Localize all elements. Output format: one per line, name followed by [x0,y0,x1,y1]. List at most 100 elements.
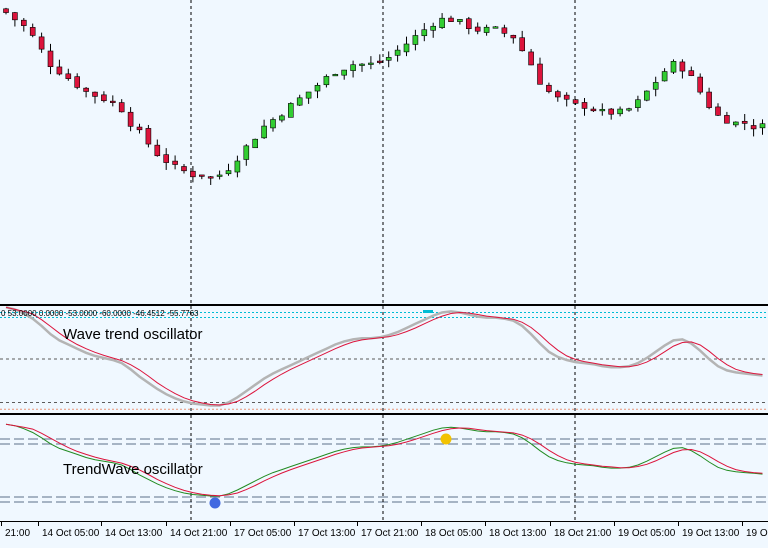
candle-body [234,160,241,173]
candle-body [110,100,116,103]
candle-body [305,91,312,99]
candle-body [661,71,668,82]
candle-body [323,76,330,86]
time-axis-label: 14 Oct 21:00 [170,528,228,539]
sell-signal-dot [440,433,452,445]
candle-body [38,36,45,50]
candle-body [74,76,80,88]
candle-body [465,18,472,29]
candle-body [163,154,169,163]
candle-body [145,128,152,145]
price-pane[interactable] [0,0,768,304]
candle-body [652,82,659,90]
pane-separator [0,521,768,522]
pane-separator[interactable] [0,413,768,415]
time-axis-tick [421,522,422,526]
trendwave-plot [0,415,768,521]
candle-body [439,17,445,28]
candle-body [350,64,356,71]
time-axis-tick [485,522,486,526]
candle-body [546,84,552,92]
candle-body [261,125,267,139]
trendwave-pane[interactable]: TrendWave oscillator [0,415,768,521]
time-axis-tick [357,522,358,526]
time-axis-label: 17 Oct 05:00 [234,528,292,539]
time-axis-tick [678,522,679,526]
candle-body [715,106,721,116]
candle-body [741,120,748,124]
wave-trend-top-marker [423,310,433,313]
candle-body [287,103,294,118]
candle-body [706,91,712,108]
candle-body [47,50,54,68]
wave-trend-fast-line [5,306,763,406]
candle-body [65,73,72,79]
buy-signal-dot [209,497,221,509]
candle-body [332,74,339,77]
time-axis-tick [742,522,743,526]
candle-body [56,66,63,75]
candle-body [154,144,161,157]
time-axis-tick [550,522,551,526]
candle-body [359,63,365,66]
wave-trend-pane[interactable]: 0 53.0000 0.0000 -53.0000 -60.0000 -46.4… [0,306,768,413]
candle-body [92,91,98,97]
time-axis-tick [230,522,231,526]
candle-body [3,8,9,13]
candle-body [29,27,36,36]
candle-body [697,76,704,93]
wave-trend-values: 0 53.0000 0.0000 -53.0000 -60.0000 -46.4… [1,309,199,318]
candle-body [430,25,437,31]
time-axis-tick [614,522,615,526]
candle-body [341,69,348,76]
time-axis-tick [166,522,167,526]
candle-body [457,19,463,22]
candle-body [394,49,401,56]
time-axis-label: 21:00 [5,528,31,539]
pane-separator[interactable] [0,304,768,306]
candle-body [635,99,641,108]
candle-body [199,174,205,177]
candle-body [172,160,178,165]
candle-body [270,119,276,129]
time-axis-label: 17 Oct 21:00 [361,528,419,539]
candle-body [314,85,321,92]
candle-body [127,111,134,127]
candle-body [608,108,615,115]
candle-body [599,109,606,112]
candle-body [492,26,499,29]
wave-trend-plot [0,306,768,413]
candle-body [252,138,258,149]
candle-body [279,115,285,121]
time-axis-label: 14 Oct 05:00 [42,528,100,539]
candle-body [20,19,27,26]
time-axis-label: 19 Oct 05:00 [618,528,676,539]
time-axis-label: 19 Oct 13:00 [682,528,740,539]
candle-body [581,102,588,109]
time-axis-tick [294,522,295,526]
candle-body [368,62,374,65]
time-axis[interactable]: 21:00 14 Oct 05:00 14 Oct 13:00 14 Oct 21:0… [0,522,768,548]
candle-body [385,57,392,61]
candle-body [483,26,490,33]
candle-body [412,35,419,45]
time-axis-label: 14 Oct 13:00 [105,528,163,539]
candle-body [626,108,632,111]
candle-body [118,102,125,113]
candle-body [528,51,534,66]
candle-body [590,108,597,112]
candle-body [136,126,143,131]
candle-body [643,90,650,101]
candle-body [750,125,757,130]
candle-body [670,61,677,73]
candle-body [554,91,561,98]
candle-body [688,70,695,76]
candle-body [448,17,454,22]
candle-body [617,108,623,115]
time-axis-label: 19 Oc [746,528,768,539]
candlestick-chart[interactable] [0,0,768,304]
candle-body [83,87,89,92]
candle-body [296,97,303,106]
time-axis-label: 18 Oct 05:00 [425,528,483,539]
